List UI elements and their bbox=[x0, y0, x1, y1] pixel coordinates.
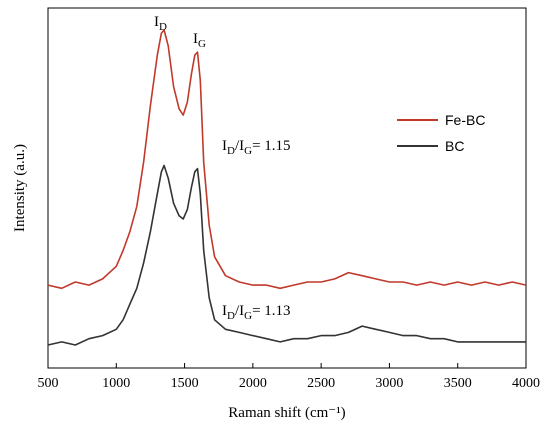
x-tick-label: 1000 bbox=[102, 376, 130, 391]
legend-label-bc: BC bbox=[445, 138, 464, 154]
ratio-annotation-bc: ID/IG= 1.13 bbox=[222, 303, 291, 322]
ratio-annotation-fe-bc: ID/IG= 1.15 bbox=[222, 138, 291, 157]
x-tick-label: 2000 bbox=[239, 376, 267, 391]
peak-d-subscript: D bbox=[159, 21, 167, 33]
ratio-value-fe-bc: = 1.15 bbox=[252, 138, 290, 154]
x-tick-label: 4000 bbox=[512, 376, 540, 391]
x-tick-label: 1500 bbox=[171, 376, 199, 391]
series-layer bbox=[47, 29, 527, 346]
series-line-fe-bc bbox=[47, 29, 527, 290]
plot-frame bbox=[47, 7, 527, 369]
peak-g-subscript: G bbox=[198, 38, 206, 50]
x-tick-label: 500 bbox=[38, 376, 59, 391]
series-line-bc bbox=[47, 164, 526, 346]
ratio-value-bc: = 1.13 bbox=[252, 303, 290, 319]
legend-label-fe-bc: Fe-BC bbox=[445, 112, 485, 128]
x-tick-label: 2500 bbox=[307, 376, 335, 391]
x-axis: 500 1000 1500 2000 2500 3000 3500 4000 bbox=[38, 363, 540, 391]
y-axis-title: Intensity (a.u.) bbox=[12, 144, 28, 232]
x-axis-title: Raman shift (cm⁻¹) bbox=[228, 405, 345, 421]
peak-g-label: IG bbox=[193, 31, 206, 50]
x-tick-label: 3500 bbox=[444, 376, 472, 391]
legend: Fe-BC BC bbox=[397, 112, 485, 154]
x-tick-label: 3000 bbox=[375, 376, 403, 391]
peak-d-label: ID bbox=[154, 14, 167, 33]
